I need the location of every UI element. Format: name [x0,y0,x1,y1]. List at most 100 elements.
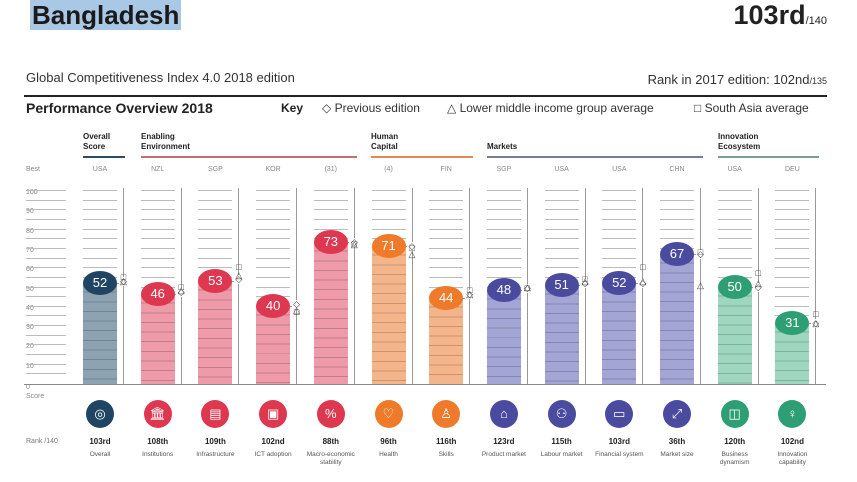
triangle-icon: △ [581,275,589,286]
marker-axis [238,188,240,384]
best-performer: (4) [384,166,393,173]
best-performer: USA [92,166,108,173]
gridline [602,247,637,249]
pillar-label: Overall [89,451,111,458]
triangle-icon: △ [812,318,820,329]
gridline [717,228,752,230]
gridline [429,209,464,211]
pillar-rank: 109th [204,437,226,446]
gridline [256,190,291,191]
triangle-icon: △ [523,281,531,292]
y-tick-70: 70 [26,246,34,254]
group-human-capital: Human Capital [371,132,399,151]
score-bar[interactable] [660,253,694,384]
gridline [775,286,810,288]
overall-rank: 103rd/140 [734,0,827,36]
connector [805,323,816,325]
diamond-icon: ◇ [464,289,475,300]
score-bar[interactable] [602,282,637,384]
pillar-rank: 103rd [608,437,630,446]
gridline [198,238,233,240]
gridline [26,344,66,346]
gridline [313,218,348,220]
gridline [660,190,694,191]
score-bar[interactable] [83,282,117,384]
gridline [717,209,752,211]
gridline [486,276,521,278]
gridline [775,305,810,307]
pillar-rank: 120th [724,437,746,446]
gridline [83,209,117,211]
marker-axis [180,188,182,384]
gridline [486,228,521,230]
gridline [140,228,175,230]
gridline [717,218,752,220]
train-icon: ▤ [201,400,230,428]
square-icon: □ [697,246,704,257]
gridline [256,286,291,288]
gridline [486,238,521,240]
gridline [371,209,406,211]
score-bubble: 51 [544,272,579,297]
score-bar[interactable] [544,284,579,384]
gridline [602,218,637,220]
score-bar[interactable] [313,242,348,384]
square-icon: □ [640,262,646,273]
pillar-label: Business dynamism [719,451,750,466]
score-bubble: 44 [429,286,464,311]
pillar-label: Innovation capability [777,451,808,466]
gridline [429,257,464,259]
chip-icon: ▣ [259,400,288,428]
gridline [660,228,694,230]
score-bar[interactable] [371,245,406,384]
diamond-icon: ◇ [322,101,332,115]
triangle-icon: △ [447,101,457,115]
score-bar[interactable] [140,294,175,384]
score-bar[interactable] [256,305,291,384]
tag-icon: ⌂ [489,400,518,428]
gridline [140,209,175,211]
group-line-overall [83,156,125,158]
triangle-icon: △ [120,275,127,286]
pillar-rank: 36th [668,437,686,446]
pillar-rank: 88th [322,437,340,446]
connector [343,242,354,244]
y-tick-40: 40 [26,304,34,312]
pillar-label: Macro-economic stability [306,451,355,466]
connector [401,245,412,247]
pillar-rank: 102nd [780,437,804,446]
gridline [486,267,521,269]
marker-axis [296,188,298,384]
gridline [775,296,810,298]
gridline [83,238,117,240]
group-innovation: Innovation Ecosystem [718,132,761,151]
gridline [313,209,348,211]
gridline [256,228,291,230]
gridline [371,228,406,230]
score-bar[interactable] [198,280,233,384]
gridline [775,247,810,249]
marker-axis [469,188,471,384]
gridline [256,199,291,201]
y-tick-100: 100 [26,189,38,196]
gridline [198,199,233,201]
diamond-icon: ◇ [695,248,706,259]
score-bar[interactable] [486,290,521,384]
gridline [429,218,464,220]
marker-axis [123,188,124,384]
gridline [140,218,175,220]
diamond-icon: ◇ [580,277,591,288]
gridline [775,218,810,220]
gridline [486,209,521,211]
gridline [140,276,175,278]
gridline [83,199,117,201]
triangle-icon: △ [754,277,762,288]
gridline [83,247,117,249]
y-tick-20: 20 [26,343,34,351]
gridline [544,267,579,269]
gridline [544,209,579,211]
score-bar[interactable] [429,298,464,384]
square-icon: □ [582,273,588,284]
connector [459,298,470,300]
score-bar[interactable] [717,286,752,384]
